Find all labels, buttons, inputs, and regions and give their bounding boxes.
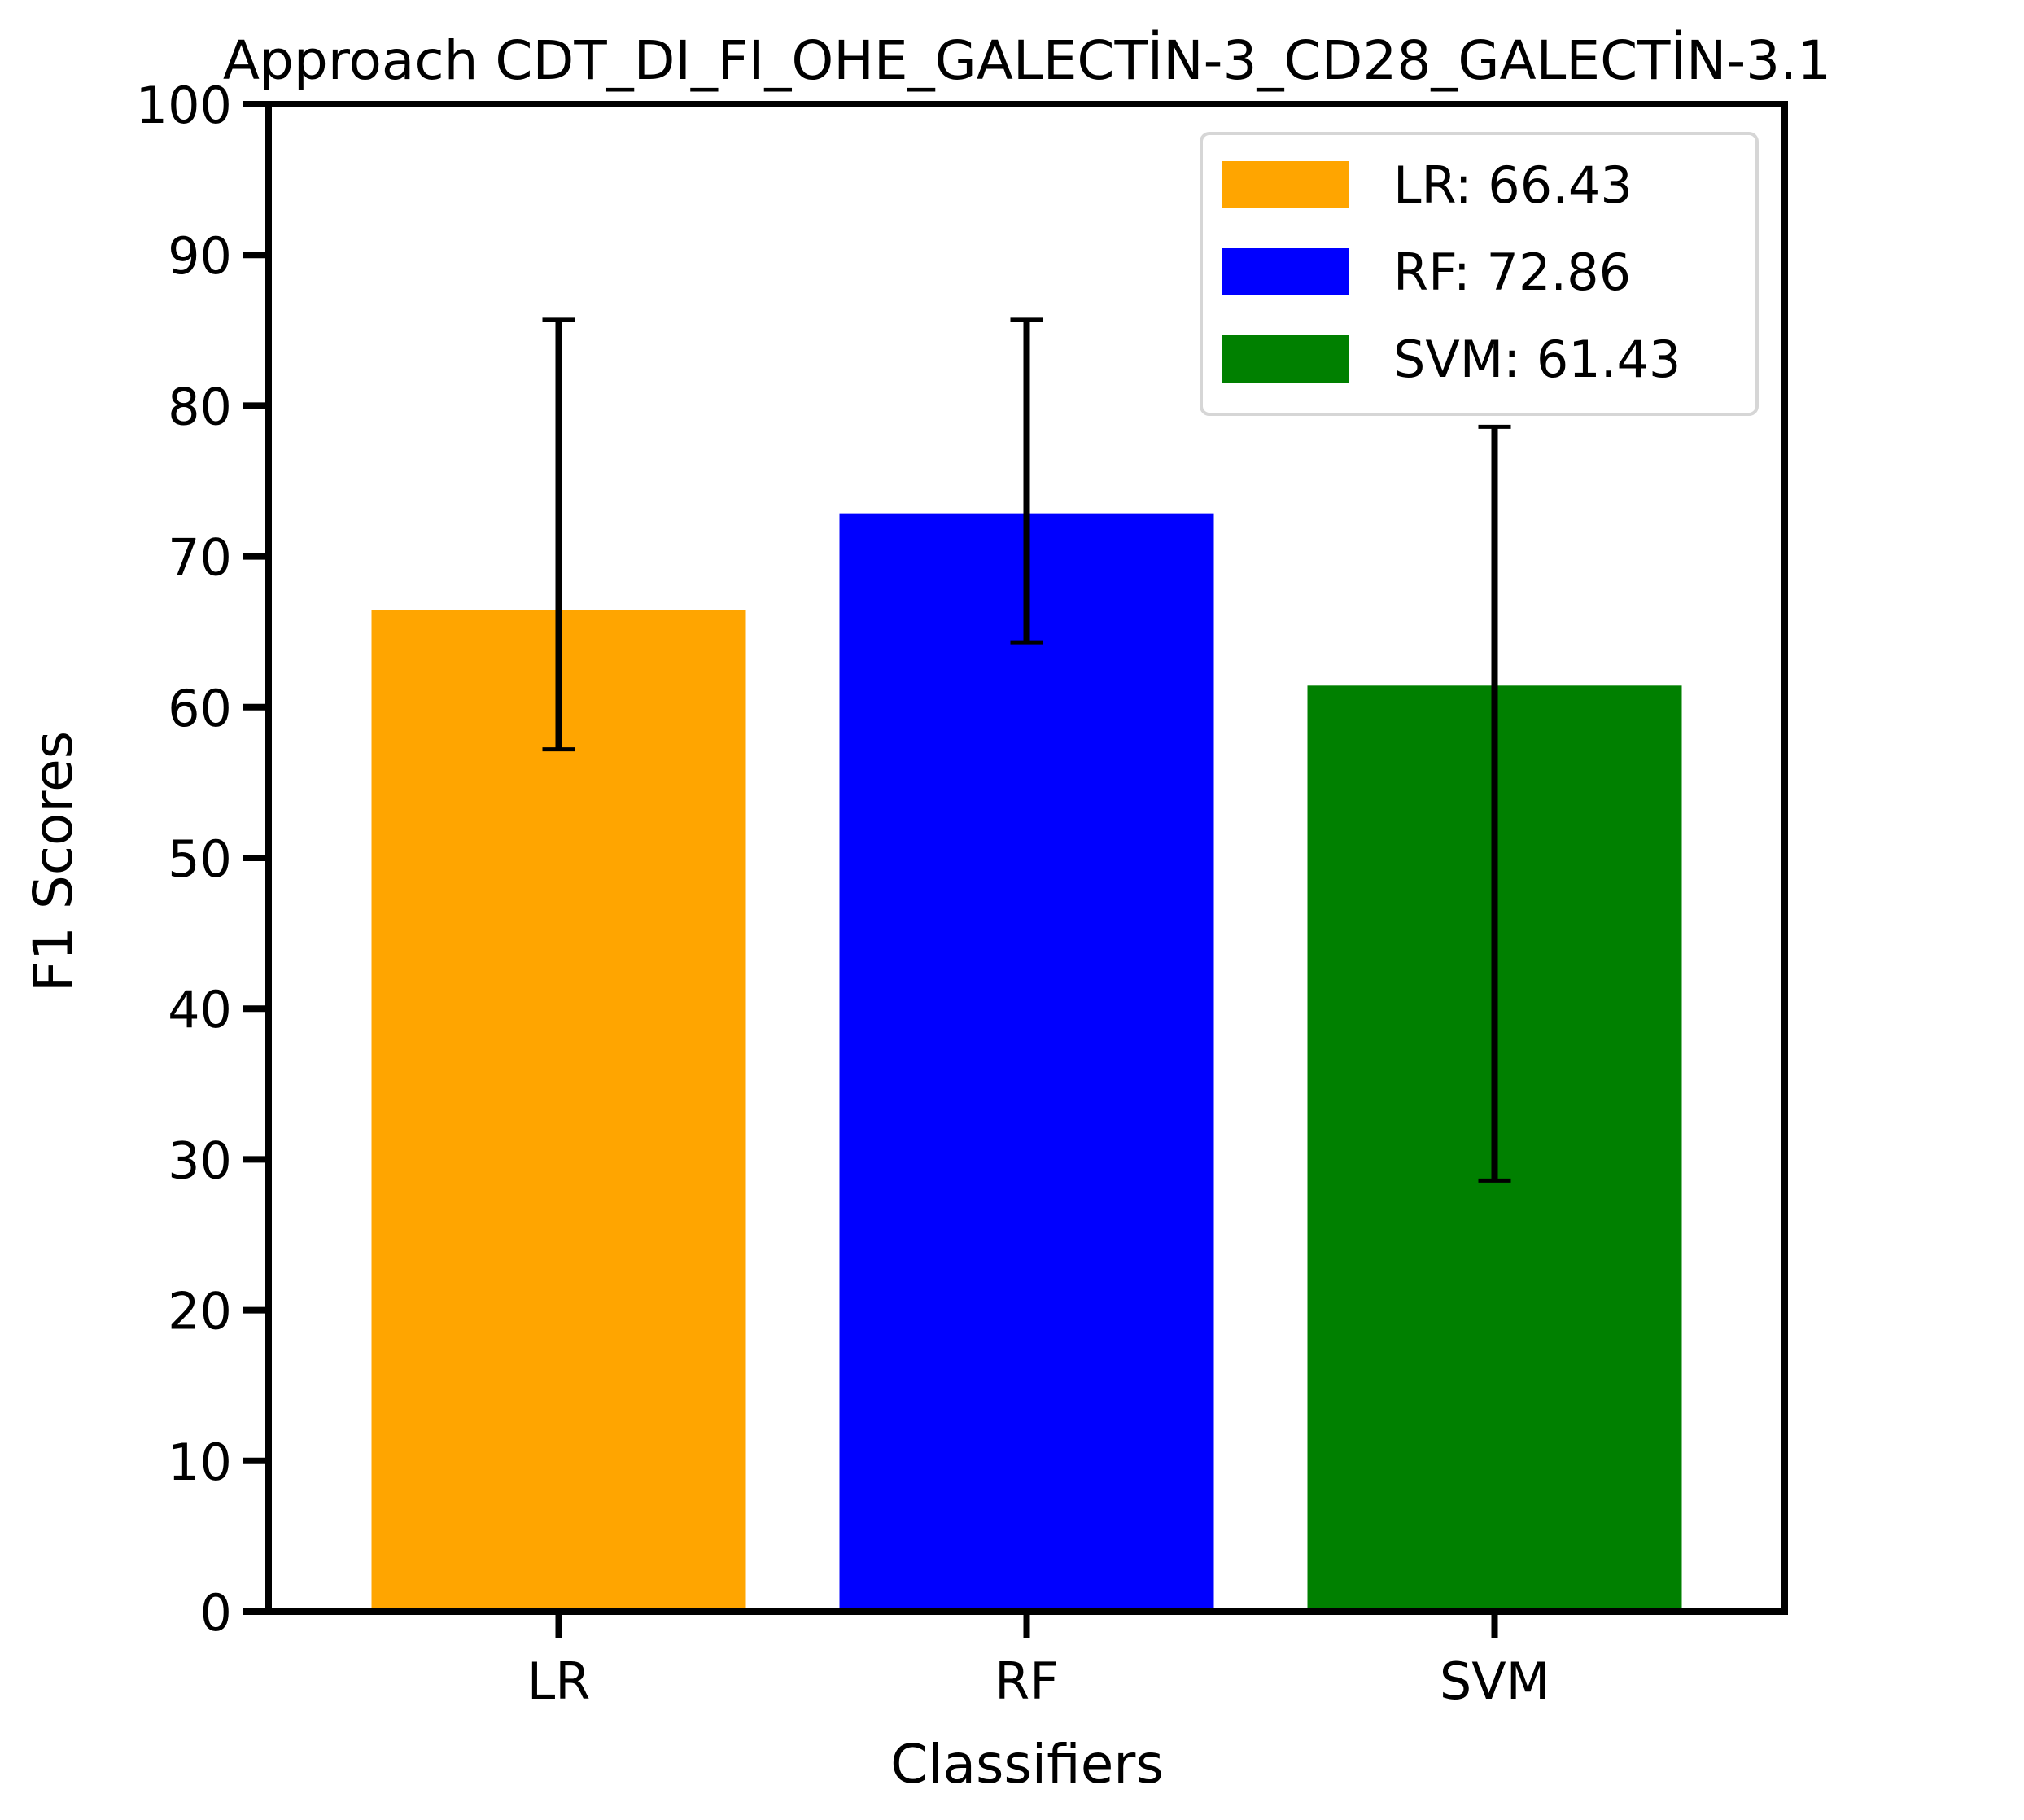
x-tick-label-rf: RF bbox=[995, 1652, 1059, 1711]
legend-swatch-svm bbox=[1222, 335, 1349, 383]
legend-label-lr: LR: 66.43 bbox=[1393, 155, 1633, 215]
y-tick-label-30: 30 bbox=[168, 1131, 232, 1190]
legend-swatch-rf bbox=[1222, 248, 1349, 295]
y-tick-label-80: 80 bbox=[168, 377, 232, 436]
y-tick-label-50: 50 bbox=[168, 829, 232, 889]
y-tick-label-60: 60 bbox=[168, 679, 232, 738]
plot-frame bbox=[265, 101, 1788, 1615]
x-tick-label-lr: LR bbox=[527, 1652, 591, 1711]
y-tick-label-100: 100 bbox=[136, 76, 232, 135]
x-axis-label: Classifiers bbox=[890, 1733, 1164, 1796]
legend-swatch-lr bbox=[1222, 161, 1349, 208]
error-bars-layer bbox=[542, 317, 1511, 1183]
y-tick-label-20: 20 bbox=[168, 1282, 232, 1341]
y-tick-label-70: 70 bbox=[168, 528, 232, 588]
y-tick-label-0: 0 bbox=[200, 1583, 232, 1643]
y-tick-label-40: 40 bbox=[168, 980, 232, 1039]
y-tick-label-10: 10 bbox=[168, 1433, 232, 1492]
legend-label-svm: SVM: 61.43 bbox=[1393, 330, 1681, 389]
axes-layer: LR RF SVM 0 10 20 30 40 50 60 70 80 90 100 bbox=[136, 76, 1788, 1711]
y-axis-label: F1 Scores bbox=[22, 731, 85, 991]
legend: LR: 66.43 RF: 72.86 SVM: 61.43 bbox=[1200, 132, 1759, 416]
bar-rf bbox=[839, 513, 1214, 1612]
chart-title: Approach CDT_DI_FI_OHE_GALECTİN-3_CD28_G… bbox=[223, 29, 1831, 92]
legend-label-rf: RF: 72.86 bbox=[1393, 243, 1631, 302]
y-tick-label-90: 90 bbox=[168, 226, 232, 286]
bars-layer bbox=[371, 513, 1682, 1612]
bar-lr bbox=[371, 610, 746, 1612]
x-tick-label-svm: SVM bbox=[1440, 1652, 1550, 1711]
